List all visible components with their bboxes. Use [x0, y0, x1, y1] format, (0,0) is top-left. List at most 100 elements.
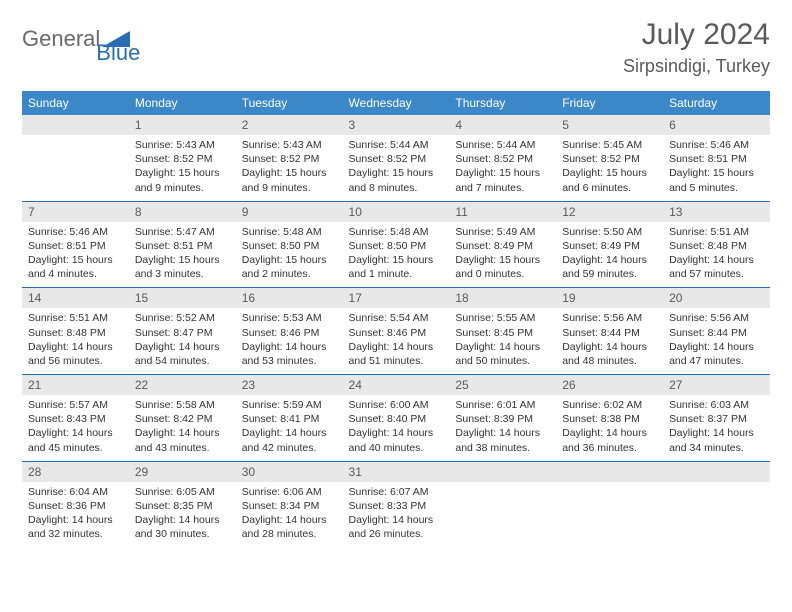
- sunrise-line: Sunrise: 5:51 AM: [28, 311, 123, 325]
- sunrise-line: Sunrise: 5:58 AM: [135, 398, 230, 412]
- sunset-line: Sunset: 8:44 PM: [669, 326, 764, 340]
- calendar-table: Sunday Monday Tuesday Wednesday Thursday…: [22, 91, 770, 547]
- day-cell: 26Sunrise: 6:02 AMSunset: 8:38 PMDayligh…: [556, 375, 663, 462]
- sunset-line: Sunset: 8:44 PM: [562, 326, 657, 340]
- day-info: Sunrise: 5:59 AMSunset: 8:41 PMDaylight:…: [236, 395, 343, 461]
- day-info: Sunrise: 5:51 AMSunset: 8:48 PMDaylight:…: [663, 222, 770, 288]
- daylight-line: Daylight: 15 hours and 4 minutes.: [28, 253, 123, 281]
- sunset-line: Sunset: 8:49 PM: [455, 239, 550, 253]
- daylight-line: Daylight: 14 hours and 59 minutes.: [562, 253, 657, 281]
- sunrise-line: Sunrise: 6:00 AM: [349, 398, 444, 412]
- sunrise-line: Sunrise: 5:49 AM: [455, 225, 550, 239]
- day-cell: 28Sunrise: 6:04 AMSunset: 8:36 PMDayligh…: [22, 461, 129, 547]
- day-cell: 7Sunrise: 5:46 AMSunset: 8:51 PMDaylight…: [22, 201, 129, 288]
- day-cell: 8Sunrise: 5:47 AMSunset: 8:51 PMDaylight…: [129, 201, 236, 288]
- day-cell: 18Sunrise: 5:55 AMSunset: 8:45 PMDayligh…: [449, 288, 556, 375]
- day-number-empty: [449, 462, 556, 482]
- daylight-line: Daylight: 14 hours and 56 minutes.: [28, 340, 123, 368]
- day-cell: [22, 115, 129, 201]
- day-info: Sunrise: 5:48 AMSunset: 8:50 PMDaylight:…: [343, 222, 450, 288]
- day-number: 12: [556, 202, 663, 222]
- day-number: 3: [343, 115, 450, 135]
- sunset-line: Sunset: 8:49 PM: [562, 239, 657, 253]
- day-number: 5: [556, 115, 663, 135]
- day-cell: 15Sunrise: 5:52 AMSunset: 8:47 PMDayligh…: [129, 288, 236, 375]
- sunset-line: Sunset: 8:52 PM: [135, 152, 230, 166]
- day-number: 11: [449, 202, 556, 222]
- day-info: Sunrise: 5:58 AMSunset: 8:42 PMDaylight:…: [129, 395, 236, 461]
- daylight-line: Daylight: 14 hours and 34 minutes.: [669, 426, 764, 454]
- day-number: 15: [129, 288, 236, 308]
- day-info: Sunrise: 6:03 AMSunset: 8:37 PMDaylight:…: [663, 395, 770, 461]
- daylight-line: Daylight: 15 hours and 9 minutes.: [242, 166, 337, 194]
- sunrise-line: Sunrise: 5:48 AM: [349, 225, 444, 239]
- day-number: 16: [236, 288, 343, 308]
- day-cell: 9Sunrise: 5:48 AMSunset: 8:50 PMDaylight…: [236, 201, 343, 288]
- day-info-empty: [449, 482, 556, 548]
- day-cell: 22Sunrise: 5:58 AMSunset: 8:42 PMDayligh…: [129, 375, 236, 462]
- daylight-line: Daylight: 14 hours and 26 minutes.: [349, 513, 444, 541]
- daylight-line: Daylight: 15 hours and 7 minutes.: [455, 166, 550, 194]
- daylight-line: Daylight: 15 hours and 8 minutes.: [349, 166, 444, 194]
- day-number-empty: [663, 462, 770, 482]
- day-info: Sunrise: 5:45 AMSunset: 8:52 PMDaylight:…: [556, 135, 663, 201]
- sunset-line: Sunset: 8:48 PM: [28, 326, 123, 340]
- daylight-line: Daylight: 14 hours and 57 minutes.: [669, 253, 764, 281]
- sunrise-line: Sunrise: 5:53 AM: [242, 311, 337, 325]
- sunrise-line: Sunrise: 5:51 AM: [669, 225, 764, 239]
- sunrise-line: Sunrise: 5:44 AM: [349, 138, 444, 152]
- day-number: 6: [663, 115, 770, 135]
- day-cell: 4Sunrise: 5:44 AMSunset: 8:52 PMDaylight…: [449, 115, 556, 201]
- sunset-line: Sunset: 8:35 PM: [135, 499, 230, 513]
- sunset-line: Sunset: 8:41 PM: [242, 412, 337, 426]
- day-cell: 19 Sunrise: 5:56 AMSunset: 8:44 PMDayligh…: [556, 288, 663, 375]
- sunset-line: Sunset: 8:39 PM: [455, 412, 550, 426]
- day-info: Sunrise: 5:44 AMSunset: 8:52 PMDaylight:…: [449, 135, 556, 201]
- daylight-line: Daylight: 15 hours and 9 minutes.: [135, 166, 230, 194]
- day-number: 24: [343, 375, 450, 395]
- day-number: 8: [129, 202, 236, 222]
- week-row: 14Sunrise: 5:51 AMSunset: 8:48 PMDayligh…: [22, 288, 770, 375]
- day-cell: 14Sunrise: 5:51 AMSunset: 8:48 PMDayligh…: [22, 288, 129, 375]
- sunset-line: Sunset: 8:52 PM: [349, 152, 444, 166]
- day-number-empty: [22, 115, 129, 135]
- day-info: Sunrise: 5:52 AMSunset: 8:47 PMDaylight:…: [129, 308, 236, 374]
- sunrise-line: Sunrise: 6:06 AM: [242, 485, 337, 499]
- sunset-line: Sunset: 8:37 PM: [669, 412, 764, 426]
- sunrise-line: Sunrise: 5:56 AM: [562, 311, 657, 325]
- day-info: Sunrise: 5:53 AMSunset: 8:46 PMDaylight:…: [236, 308, 343, 374]
- logo: General Blue: [22, 26, 176, 52]
- day-number-empty: [556, 462, 663, 482]
- daylight-line: Daylight: 14 hours and 48 minutes.: [562, 340, 657, 368]
- daylight-line: Daylight: 14 hours and 42 minutes.: [242, 426, 337, 454]
- day-cell: 24Sunrise: 6:00 AMSunset: 8:40 PMDayligh…: [343, 375, 450, 462]
- sunrise-line: Sunrise: 5:44 AM: [455, 138, 550, 152]
- day-cell: 3 Sunrise: 5:44 AMSunset: 8:52 PMDaylight…: [343, 115, 450, 201]
- daylight-line: Daylight: 14 hours and 40 minutes.: [349, 426, 444, 454]
- sunset-line: Sunset: 8:50 PM: [349, 239, 444, 253]
- sunset-line: Sunset: 8:52 PM: [455, 152, 550, 166]
- day-header-row: Sunday Monday Tuesday Wednesday Thursday…: [22, 91, 770, 115]
- daylight-line: Daylight: 15 hours and 0 minutes.: [455, 253, 550, 281]
- day-header-fri: Friday: [556, 91, 663, 115]
- daylight-line: Daylight: 15 hours and 6 minutes.: [562, 166, 657, 194]
- sunrise-line: Sunrise: 5:43 AM: [242, 138, 337, 152]
- sunset-line: Sunset: 8:51 PM: [28, 239, 123, 253]
- day-cell: 31Sunrise: 6:07 AMSunset: 8:33 PMDayligh…: [343, 461, 450, 547]
- sunrise-line: Sunrise: 5:46 AM: [28, 225, 123, 239]
- daylight-line: Daylight: 14 hours and 50 minutes.: [455, 340, 550, 368]
- day-number: 25: [449, 375, 556, 395]
- day-cell: 6Sunrise: 5:46 AMSunset: 8:51 PMDaylight…: [663, 115, 770, 201]
- day-info: Sunrise: 6:02 AMSunset: 8:38 PMDaylight:…: [556, 395, 663, 461]
- sunrise-line: Sunrise: 5:52 AM: [135, 311, 230, 325]
- sunrise-line: Sunrise: 6:04 AM: [28, 485, 123, 499]
- day-cell: 2Sunrise: 5:43 AMSunset: 8:52 PMDaylight…: [236, 115, 343, 201]
- day-number: 19: [556, 288, 663, 308]
- sunset-line: Sunset: 8:52 PM: [242, 152, 337, 166]
- sunset-line: Sunset: 8:42 PM: [135, 412, 230, 426]
- day-info: Sunrise: 6:01 AMSunset: 8:39 PMDaylight:…: [449, 395, 556, 461]
- day-cell: 30Sunrise: 6:06 AMSunset: 8:34 PMDayligh…: [236, 461, 343, 547]
- title-area: July 2024 Sirpsindigi, Turkey: [623, 18, 770, 77]
- day-cell: 10Sunrise: 5:48 AMSunset: 8:50 PMDayligh…: [343, 201, 450, 288]
- sunrise-line: Sunrise: 6:03 AM: [669, 398, 764, 412]
